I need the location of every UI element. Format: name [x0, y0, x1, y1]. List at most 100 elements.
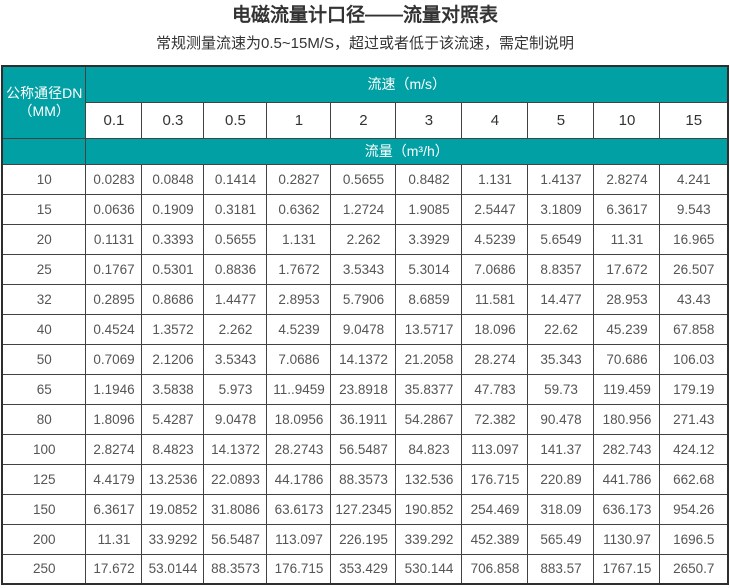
- flow-value-cell: 19.0852: [141, 493, 205, 525]
- flow-value-cell: 883.57: [527, 553, 595, 585]
- flow-value-cell: 8.4823: [141, 433, 205, 465]
- flow-value-cell: 56.5487: [330, 433, 397, 465]
- flow-value-cell: 220.89: [527, 463, 595, 495]
- table-row: 25 0.1767 0.5301 0.8836 1.7672 3.5343 5.3014 7.…: [1, 253, 729, 285]
- flow-value-cell: 2.1206: [141, 343, 205, 375]
- velocity-value-cell: 15: [659, 101, 729, 139]
- corner-header-dn: 公称通径DN （MM）: [1, 65, 87, 139]
- table-row: 10 0.0283 0.0848 0.1414 0.2827 0.5655 0.8482 1.…: [1, 163, 729, 195]
- table-row: 20 0.1131 0.3393 0.5655 1.131 2.262 3.3929 4.52…: [1, 223, 729, 255]
- flow-value-cell: 13.5717: [395, 313, 463, 345]
- flow-value-cell: 36.1911: [330, 403, 397, 435]
- flow-value-cell: 21.2058: [395, 343, 463, 375]
- flow-value-cell: 119.459: [593, 373, 661, 405]
- dn-value-cell: 250: [1, 553, 87, 585]
- corner-header-line1: 公称通径DN: [6, 85, 83, 102]
- flow-value-cell: 180.956: [593, 403, 661, 435]
- flow-value-cell: 0.0848: [141, 163, 205, 195]
- flow-value-cell: 1.4477: [203, 283, 268, 315]
- flow-value-cell: 54.2867: [395, 403, 463, 435]
- flow-value-cell: 176.715: [461, 463, 529, 495]
- velocity-value-cell: 4: [461, 101, 529, 139]
- flow-value-cell: 47.783: [461, 373, 529, 405]
- dn-value-cell: 25: [1, 253, 87, 285]
- corner-header-line2: （MM）: [18, 103, 70, 120]
- flow-value-cell: 1.2724: [330, 193, 397, 225]
- dn-value-cell: 50: [1, 343, 87, 375]
- flow-value-cell: 8.8357: [527, 253, 595, 285]
- flow-value-cell: 1.7672: [266, 253, 332, 285]
- velocity-value-cell: 1: [266, 101, 332, 139]
- flow-value-cell: 271.43: [659, 403, 729, 435]
- flow-value-cell: 23.8918: [330, 373, 397, 405]
- flow-value-cell: 1.131: [461, 163, 529, 195]
- flow-value-cell: 127.2345: [330, 493, 397, 525]
- flow-value-cell: 88.3573: [203, 553, 268, 585]
- flow-value-cell: 11.31: [593, 223, 661, 255]
- dn-value-cell: 200: [1, 523, 87, 555]
- dn-value-cell: 10: [1, 163, 87, 195]
- flow-value-cell: 0.6362: [266, 193, 332, 225]
- flow-header: 流量（m³/h）: [85, 137, 729, 165]
- velocity-value-cell: 10: [593, 101, 661, 139]
- flow-value-cell: 59.73: [527, 373, 595, 405]
- dn-value-cell: 65: [1, 373, 87, 405]
- flow-value-cell: 63.6173: [266, 493, 332, 525]
- flow-value-cell: 1.131: [266, 223, 332, 255]
- table-row: 80 1.8096 5.4287 9.0478 18.0956 36.1911 54.286…: [1, 403, 729, 435]
- table-row: 100 2.8274 8.4823 14.1372 28.2743 56.5487 84.8…: [1, 433, 729, 465]
- flow-value-cell: 33.9292: [141, 523, 205, 555]
- dn-value-cell: 100: [1, 433, 87, 465]
- flow-value-cell: 254.469: [461, 493, 529, 525]
- flow-value-cell: 6.3617: [85, 493, 143, 525]
- flow-value-cell: 8.6859: [395, 283, 463, 315]
- flow-value-cell: 0.8686: [141, 283, 205, 315]
- header-row-flow-title: 流量（m³/h）: [1, 137, 729, 165]
- flow-value-cell: 5.973: [203, 373, 268, 405]
- dn-value-cell: 15: [1, 193, 87, 225]
- table-row: 125 4.4179 13.2536 22.0893 44.1786 88.3573 132…: [1, 463, 729, 495]
- table-row: 32 0.2895 0.8686 1.4477 2.8953 5.7906 8.6859 11…: [1, 283, 729, 315]
- flow-value-cell: 44.1786: [266, 463, 332, 495]
- flow-value-cell: 3.5343: [203, 343, 268, 375]
- flow-value-cell: 3.1809: [527, 193, 595, 225]
- flow-header-spacer: [1, 137, 87, 165]
- flow-value-cell: 45.239: [593, 313, 661, 345]
- table-row: 65 1.1946 3.5838 5.973 11..9459 23.8918 35.837…: [1, 373, 729, 405]
- flow-value-cell: 84.823: [395, 433, 463, 465]
- flow-value-cell: 53.0144: [141, 553, 205, 585]
- flow-value-cell: 176.715: [266, 553, 332, 585]
- flow-value-cell: 2.8274: [593, 163, 661, 195]
- flow-value-cell: 0.1767: [85, 253, 143, 285]
- flow-value-cell: 0.2895: [85, 283, 143, 315]
- flow-value-cell: 190.852: [395, 493, 463, 525]
- header-row-velocity-values: 0.1 0.3 0.5 1 2 3 4 5 10 15: [2, 101, 729, 139]
- flow-value-cell: 9.0478: [330, 313, 397, 345]
- flow-value-cell: 0.0636: [85, 193, 143, 225]
- velocity-value-cell: 2: [330, 101, 397, 139]
- flow-value-cell: 3.5838: [141, 373, 205, 405]
- flow-value-cell: 0.8836: [203, 253, 268, 285]
- flow-value-cell: 954.26: [659, 493, 729, 525]
- flow-value-cell: 353.429: [330, 553, 397, 585]
- table-row: 15 0.0636 0.1909 0.3181 0.6362 1.2724 1.9085 2.…: [1, 193, 729, 225]
- flow-comparison-table: 公称通径DN （MM） 流速（m/s） 0.1 0.3 0.5 1 2 3 4 5 10 15 流…: [0, 65, 730, 585]
- flow-value-cell: 2.262: [203, 313, 268, 345]
- flow-value-cell: 565.49: [527, 523, 595, 555]
- flow-value-cell: 106.03: [659, 343, 729, 375]
- dn-value-cell: 80: [1, 403, 87, 435]
- flow-value-cell: 113.097: [461, 433, 529, 465]
- flow-value-cell: 662.68: [659, 463, 729, 495]
- flow-value-cell: 0.1909: [141, 193, 205, 225]
- flow-value-cell: 4.5239: [266, 313, 332, 345]
- flow-value-cell: 530.144: [395, 553, 463, 585]
- flow-value-cell: 132.536: [395, 463, 463, 495]
- flow-value-cell: 179.19: [659, 373, 729, 405]
- flow-value-cell: 5.4287: [141, 403, 205, 435]
- flow-value-cell: 72.382: [461, 403, 529, 435]
- flow-value-cell: 35.343: [527, 343, 595, 375]
- flow-value-cell: 1767.15: [593, 553, 661, 585]
- flow-value-cell: 88.3573: [330, 463, 397, 495]
- dn-value-cell: 32: [1, 283, 87, 315]
- flow-value-cell: 5.7906: [330, 283, 397, 315]
